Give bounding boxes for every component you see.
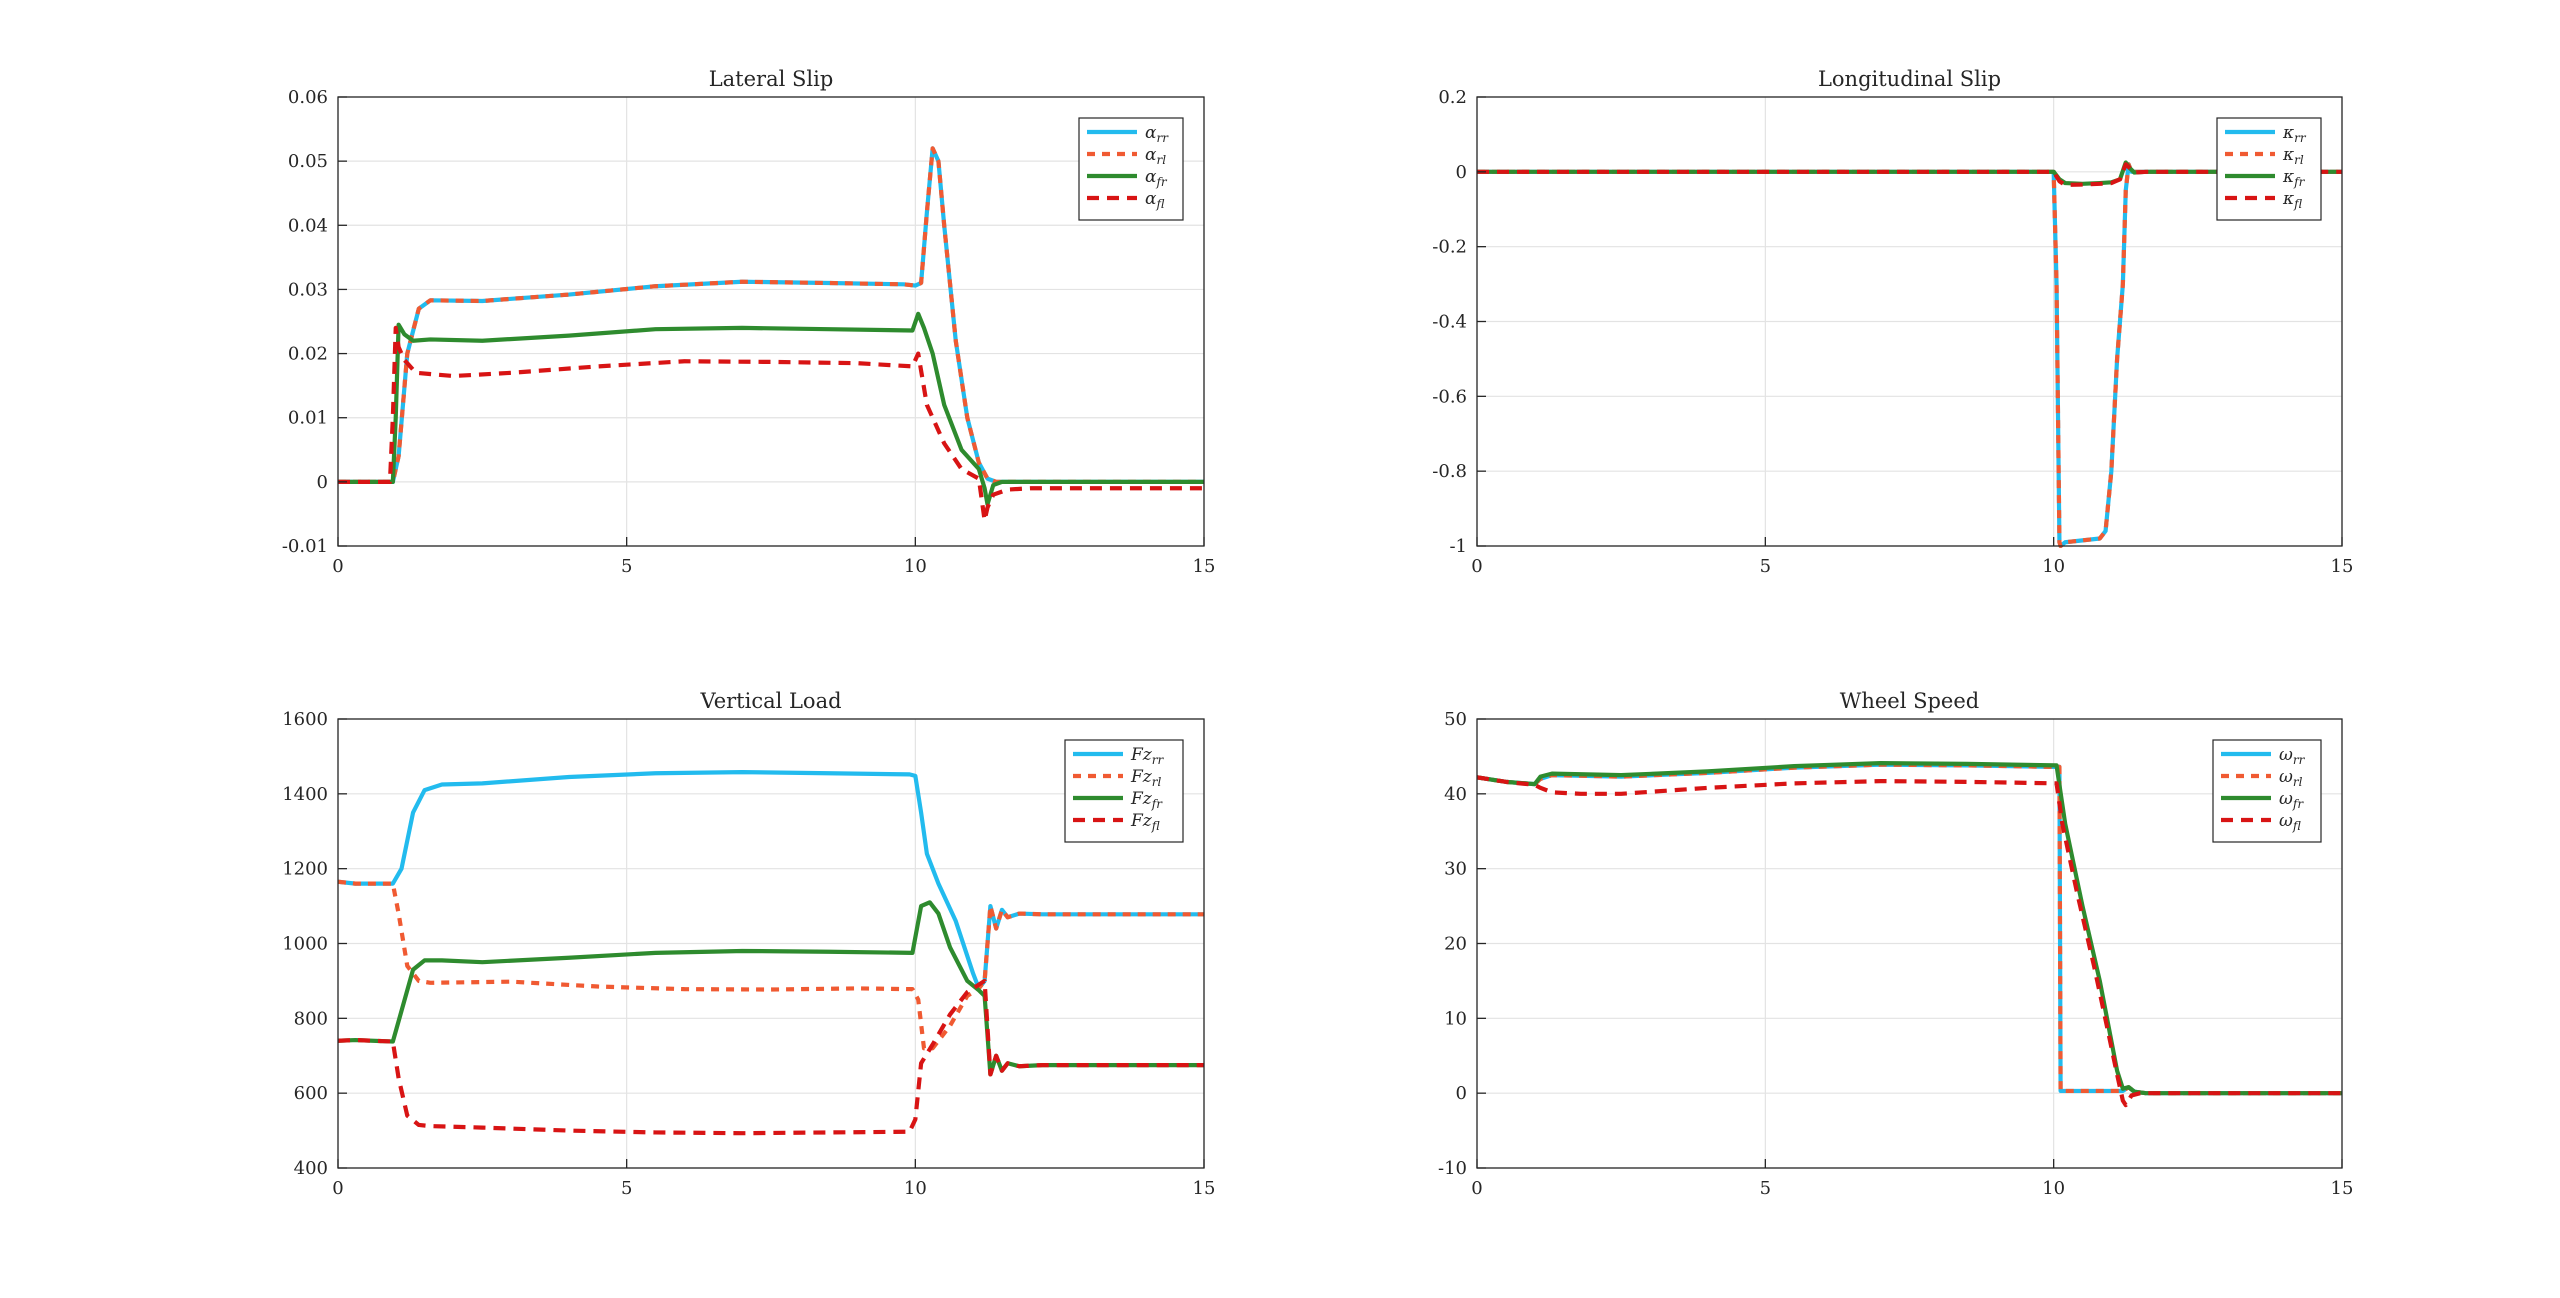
longitudinal-slip-legend-label-rl: κrl xyxy=(2282,145,2304,167)
vertical-load-ytick-label-6: 1600 xyxy=(282,709,328,730)
longitudinal-slip-legend-label-fl: κfl xyxy=(2282,189,2302,211)
lateral-slip-legend-label-fr: αfr xyxy=(1145,167,1168,189)
longitudinal-slip-series-fl xyxy=(1477,162,2342,188)
wheel-speed-series-group xyxy=(1477,761,2342,1108)
lateral-slip-series-fl xyxy=(338,325,1204,523)
wheel-speed-ytick-label-6: 50 xyxy=(1444,709,1467,730)
lateral-slip-series-rl xyxy=(338,146,1204,484)
longitudinal-slip-series-group xyxy=(1477,160,2342,548)
longitudinal-slip-ytick-label-2: -0.6 xyxy=(1432,386,1467,407)
lateral-slip-ytick-label-4: 0.03 xyxy=(288,279,328,300)
vertical-load-chart: 0 5 10 15 400 600 800 1000 1200 1400 1600 Vertical … xyxy=(282,689,1215,1199)
lateral-slip-axes-box xyxy=(337,96,1205,547)
vertical-load-ytick-label-5: 1400 xyxy=(282,784,328,805)
lateral-slip-xtick-label-3: 15 xyxy=(1193,556,1216,577)
vertical-load-xtick-label-3: 15 xyxy=(1193,1178,1216,1199)
lateral-slip-plot-area xyxy=(338,97,1204,546)
lateral-slip-ytick-label-0: -0.01 xyxy=(282,536,328,557)
wheel-speed-series-fr xyxy=(1477,761,2342,1096)
lateral-slip-legend-label-rr: αrr xyxy=(1145,123,1169,145)
lateral-slip-ytick-label-7: 0.06 xyxy=(288,87,328,108)
longitudinal-slip-ytick-label-5: 0 xyxy=(1456,162,1467,183)
wheel-speed-ytick-label-5: 40 xyxy=(1444,784,1467,805)
longitudinal-slip-ytick-label-4: -0.2 xyxy=(1432,237,1467,258)
lateral-slip-ytick-label-5: 0.04 xyxy=(288,215,328,236)
vertical-load-series-fr xyxy=(338,900,1204,1077)
longitudinal-slip-xtick-label-1: 5 xyxy=(1760,556,1771,577)
lateral-slip-ytick-label-2: 0.01 xyxy=(288,408,328,429)
vertical-load-xtick-label-0: 0 xyxy=(332,1178,343,1199)
vertical-load-series-rl xyxy=(338,879,1204,1051)
wheel-speed-legend-label-fr: ωfr xyxy=(2279,789,2304,811)
wheel-speed-legend-label-rl: ωrl xyxy=(2279,767,2303,789)
vertical-load-legend-label-rl: Fzrl xyxy=(1130,767,1162,789)
wheel-speed-legend-label-rr: ωrr xyxy=(2279,745,2306,767)
longitudinal-slip-chart: 0 5 10 15 -1 -0.8 -0.6 -0.4 -0.2 0 0.2 Longitudinal… xyxy=(1432,67,2353,577)
longitudinal-slip-legend-label-rr: κrr xyxy=(2282,123,2307,145)
lateral-slip-xtick-label-0: 0 xyxy=(332,556,343,577)
longitudinal-slip-title: Longitudinal Slip xyxy=(1818,67,2001,91)
longitudinal-slip-ytick-label-0: -1 xyxy=(1449,536,1467,557)
longitudinal-slip-xtick-label-3: 15 xyxy=(2331,556,2354,577)
lateral-slip-legend-label-rl: αrl xyxy=(1145,145,1166,167)
longitudinal-slip-legend-label-fr: κfr xyxy=(2282,167,2306,189)
vertical-load-ytick-label-4: 1200 xyxy=(282,859,328,880)
wheel-speed-ytick-label-0: -10 xyxy=(1438,1158,1467,1179)
lateral-slip-xtick-label-2: 10 xyxy=(904,556,927,577)
wheel-speed-xtick-label-2: 10 xyxy=(2042,1178,2065,1199)
vertical-load-ytick-label-0: 400 xyxy=(294,1158,328,1179)
vertical-load-title: Vertical Load xyxy=(699,689,841,713)
wheel-speed-ytick-label-2: 10 xyxy=(1444,1008,1467,1029)
vertical-load-ytick-label-3: 1000 xyxy=(282,934,328,955)
lateral-slip-xtick-label-1: 5 xyxy=(621,556,632,577)
lateral-slip-legend-box xyxy=(1078,117,1184,221)
wheel-speed-ytick-label-4: 30 xyxy=(1444,859,1467,880)
wheel-speed-legend-label-fl: ωfl xyxy=(2279,811,2301,833)
lateral-slip-series-group xyxy=(338,146,1204,523)
longitudinal-slip-legend-box xyxy=(2216,117,2322,221)
wheel-speed-title: Wheel Speed xyxy=(1840,689,1979,713)
longitudinal-slip-series-rl xyxy=(1477,162,2342,548)
longitudinal-slip-ytick-label-1: -0.8 xyxy=(1432,461,1467,482)
vertical-load-legend-box xyxy=(1064,739,1184,843)
lateral-slip-ytick-label-6: 0.05 xyxy=(288,151,328,172)
longitudinal-slip-ytick-label-6: 0.2 xyxy=(1438,87,1467,108)
vertical-load-ytick-label-1: 600 xyxy=(294,1083,328,1104)
lateral-slip-legend-label-fl: αfl xyxy=(1145,189,1165,211)
wheel-speed-ytick-label-3: 20 xyxy=(1444,934,1467,955)
lateral-slip-chart: 0 5 10 15-0.0100.010.020.030.040.050.06Late… xyxy=(282,67,1216,577)
vertical-load-legend-label-fl: Fzfl xyxy=(1130,811,1160,833)
vertical-load-series-group xyxy=(338,770,1204,1136)
vertical-load-xtick-label-2: 10 xyxy=(904,1178,927,1199)
lateral-slip-ytick-label-1: 0 xyxy=(317,472,328,493)
lateral-slip-ytick-label-3: 0.02 xyxy=(288,344,328,365)
wheel-speed-xtick-label-3: 15 xyxy=(2331,1178,2354,1199)
vertical-load-ytick-label-2: 800 xyxy=(294,1008,328,1029)
longitudinal-slip-ytick-label-3: -0.4 xyxy=(1432,312,1467,333)
wheel-speed-series-fl xyxy=(1477,775,2342,1108)
wheel-speed-legend-box xyxy=(2212,739,2322,843)
vertical-load-legend-label-rr: Fzrr xyxy=(1130,745,1165,767)
wheel-speed-xtick-label-1: 5 xyxy=(1760,1178,1771,1199)
wheel-speed-ytick-label-1: 0 xyxy=(1456,1083,1467,1104)
wheel-speed-xtick-label-0: 0 xyxy=(1471,1178,1482,1199)
vertical-load-xtick-label-1: 5 xyxy=(621,1178,632,1199)
vertical-load-legend-label-fr: Fzfr xyxy=(1130,789,1163,811)
lateral-slip-series-fr xyxy=(338,311,1204,507)
longitudinal-slip-xtick-label-2: 10 xyxy=(2042,556,2065,577)
lateral-slip-title: Lateral Slip xyxy=(709,67,834,91)
vertical-load-series-fl xyxy=(338,978,1204,1136)
longitudinal-slip-xtick-label-0: 0 xyxy=(1471,556,1482,577)
